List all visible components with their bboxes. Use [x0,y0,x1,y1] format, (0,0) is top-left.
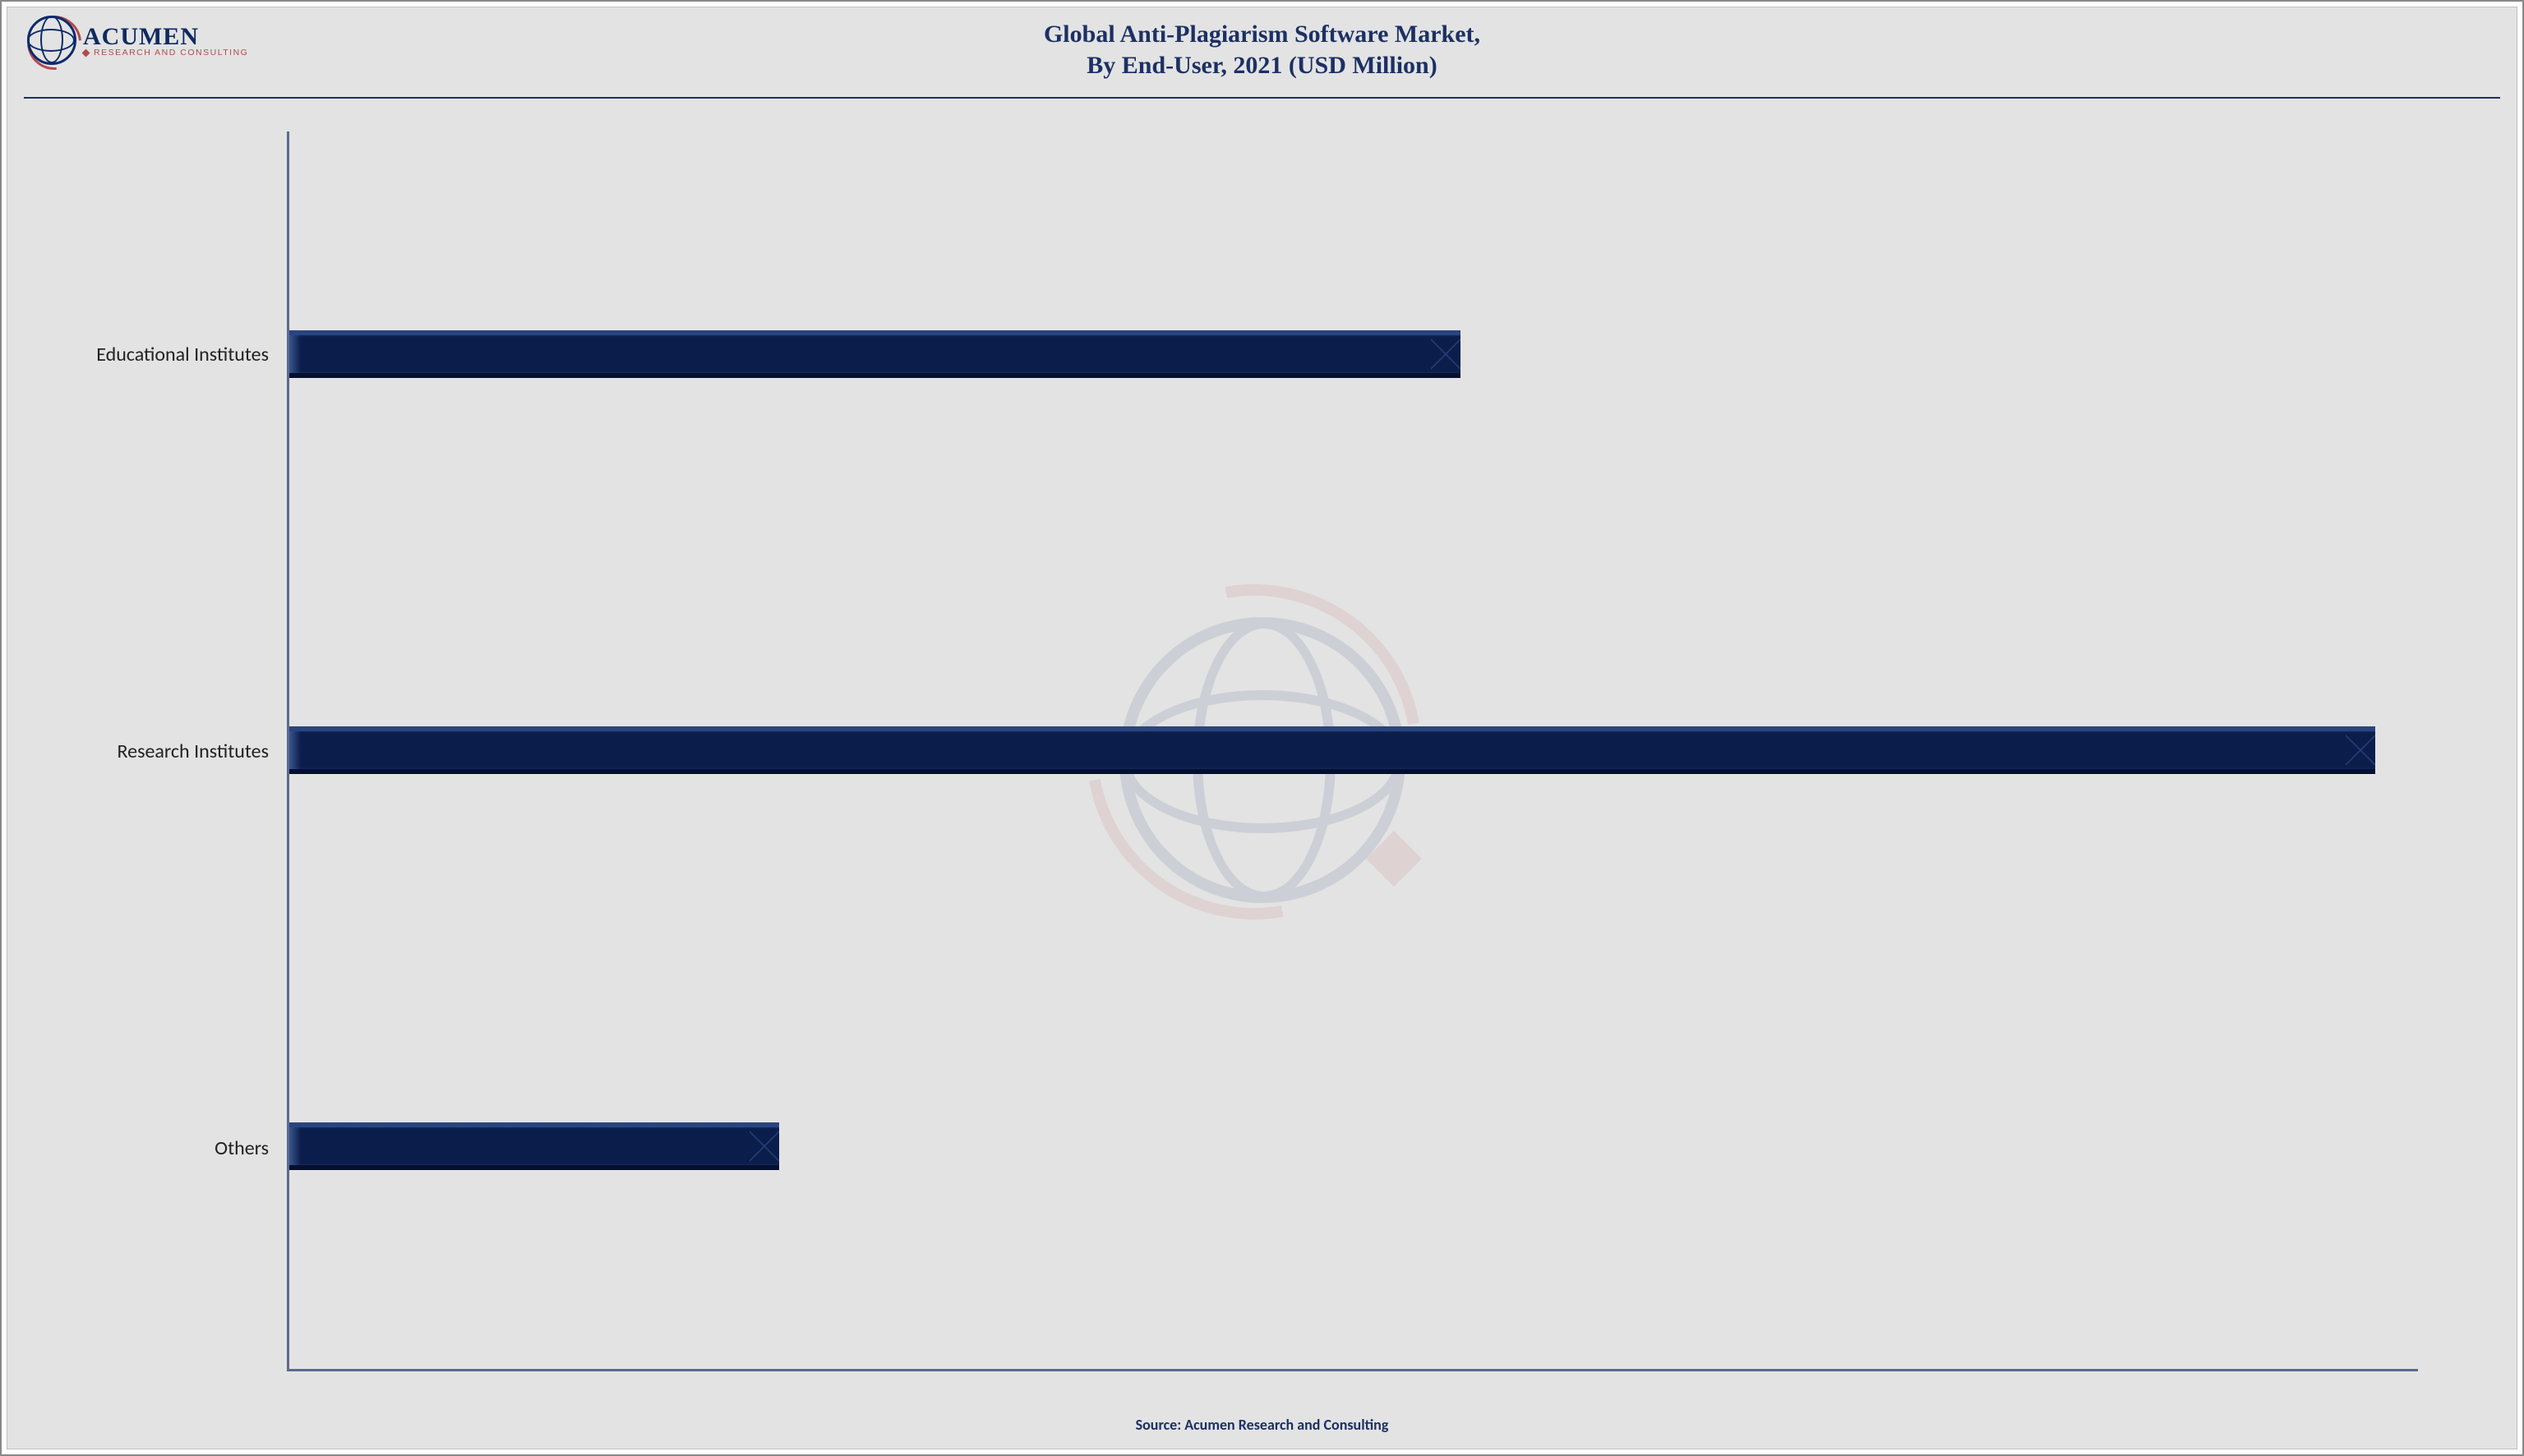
logo-subtitle: RESEARCH AND CONSULTING [94,48,248,58]
chart-area: Educational Institutes Research Institut… [73,115,2451,1404]
inner-panel: ACUMEN RESEARCH AND CONSULTING Global An… [7,7,2517,1449]
y-axis-labels: Educational Institutes Research Institut… [73,131,279,1371]
bar-row [289,726,2418,774]
chart-title-line1: Global Anti-Plagiarism Software Market, [27,19,2497,50]
bar-research-institutes [289,726,2375,774]
logo-text: ACUMEN RESEARCH AND CONSULTING [83,23,248,58]
bar-row [289,1122,2418,1170]
chart-title-line2: By End-User, 2021 (USD Million) [27,50,2497,81]
header: ACUMEN RESEARCH AND CONSULTING Global An… [7,7,2517,84]
bar-educational-institutes [289,330,1460,378]
company-logo: ACUMEN RESEARCH AND CONSULTING [27,16,248,65]
logo-text-sub: RESEARCH AND CONSULTING [83,48,248,58]
outer-frame: ACUMEN RESEARCH AND CONSULTING Global An… [0,0,2524,1456]
y-label: Others [73,1125,279,1173]
footer-source: Source: Acumen Research and Consulting [7,1412,2517,1449]
y-label: Research Institutes [73,728,279,776]
bars-container [289,131,2418,1369]
logo-text-main: ACUMEN [83,23,248,51]
logo-globe-icon [27,16,76,65]
chart-title: Global Anti-Plagiarism Software Market, … [27,19,2497,81]
bar-row [289,330,2418,378]
y-label: Educational Institutes [73,331,279,379]
plot-area [287,131,2418,1371]
bar-others [289,1122,779,1170]
header-rule [24,97,2500,99]
